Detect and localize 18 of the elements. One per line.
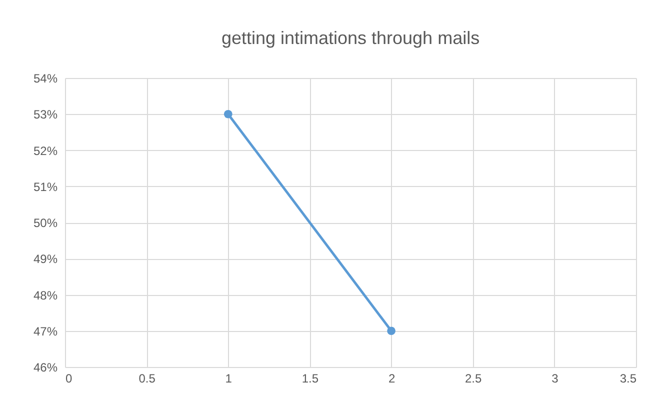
x-tick-label: 0.5 xyxy=(138,372,156,386)
y-tick-label: 52% xyxy=(33,144,58,158)
y-tick-label: 46% xyxy=(33,360,58,374)
x-tick-label: 2.5 xyxy=(465,372,482,386)
y-tick-label: 53% xyxy=(33,108,58,122)
y-tick-label: 51% xyxy=(33,180,58,194)
y-tick-label: 49% xyxy=(33,252,58,266)
x-tick-label: 0 xyxy=(66,372,72,386)
y-tick-label: 54% xyxy=(33,72,58,86)
y-tick-label: 50% xyxy=(33,216,58,230)
x-tick-label: 3.5 xyxy=(620,372,637,386)
x-tick-label: 1.5 xyxy=(302,372,319,386)
x-tick-label: 1 xyxy=(225,372,232,386)
chart-title: getting intimations through mails xyxy=(221,28,480,48)
x-tick-label: 3 xyxy=(552,372,559,386)
y-tick-label: 48% xyxy=(33,288,58,302)
y-tick-label: 47% xyxy=(33,324,58,338)
x-tick-label: 2 xyxy=(388,372,396,386)
